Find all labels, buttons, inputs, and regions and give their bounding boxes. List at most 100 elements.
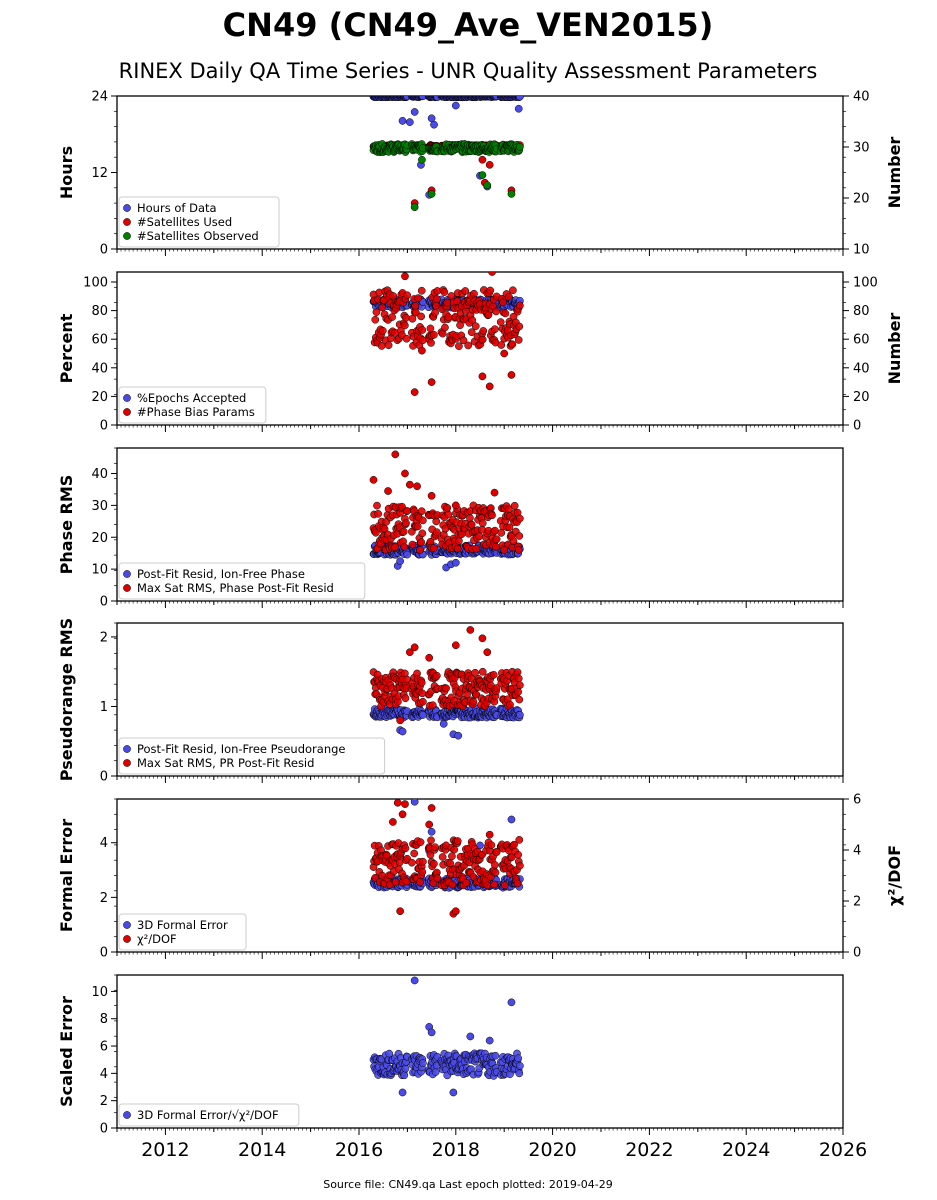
legend-marker [123, 935, 131, 943]
data-point [491, 868, 500, 877]
data-points [369, 976, 524, 1097]
y-axis-label: Phase RMS [57, 475, 76, 575]
data-point [413, 482, 421, 491]
legend-box [118, 913, 247, 951]
panel-3: 0 10 20 30 40 Phase RMS Post-Fit Resid, Ion-Fr… [57, 447, 844, 610]
data-point [447, 292, 456, 300]
y2-axis-label: χ²/DOF [885, 845, 904, 906]
data-point [501, 309, 510, 318]
data-point [515, 695, 524, 704]
data-point [478, 155, 487, 164]
data-point [472, 544, 481, 553]
data-point [515, 835, 524, 844]
y2-axis-label: Number [885, 137, 904, 209]
data-point [463, 690, 471, 699]
data-point [418, 689, 427, 698]
data-point [514, 546, 523, 554]
data-point [491, 861, 499, 869]
data-point [371, 315, 380, 324]
legend-box [118, 1103, 300, 1127]
data-point [438, 853, 447, 861]
data-point [430, 331, 438, 339]
y-axis-label: Hours [57, 146, 76, 199]
data-point [451, 558, 460, 567]
data-point [418, 868, 427, 876]
y-tick-label: 8 [100, 1012, 108, 1027]
data-point [471, 668, 480, 677]
data-point [486, 286, 495, 295]
data-point [419, 516, 427, 525]
data-point [492, 684, 501, 692]
legend-label: #Phase Bias Params [137, 405, 255, 419]
y2-tick-label: 10 [853, 243, 870, 258]
data-point [488, 272, 496, 276]
y2-tick-label: 100 [853, 276, 878, 291]
data-point [507, 190, 516, 198]
y2-tick-label: 2 [853, 895, 861, 910]
data-point [514, 688, 522, 696]
x-tick-label: 2012 [141, 1139, 189, 1161]
data-point [515, 532, 524, 540]
data-point [516, 143, 524, 151]
data-points [369, 272, 524, 396]
data-point [483, 648, 492, 657]
data-point [439, 719, 448, 728]
figure-subtitle: RINEX Daily QA Time Series - UNR Quality… [119, 59, 818, 83]
data-point [427, 1028, 436, 1037]
y-tick-label: 10 [91, 563, 108, 578]
data-point [393, 799, 402, 807]
data-point [418, 529, 427, 538]
data-point [401, 469, 409, 478]
data-point [483, 881, 492, 890]
data-point [410, 849, 419, 858]
legend: Hours of Data#Satellites Used#Satellites… [118, 196, 280, 248]
data-point [500, 349, 509, 358]
legend: %Epochs Accepted#Phase Bias Params [118, 386, 267, 424]
data-point [470, 289, 478, 298]
legend-box [118, 196, 280, 248]
data-point [399, 527, 408, 536]
data-point [403, 507, 412, 515]
data-point [391, 878, 400, 886]
y-tick-label: 100 [83, 276, 108, 291]
legend-label: #Satellites Used [137, 215, 232, 229]
data-point [455, 537, 463, 545]
data-point [516, 514, 524, 523]
y-tick-label: 2 [100, 891, 108, 906]
data-point [514, 850, 522, 859]
data-point [478, 634, 487, 643]
data-point [444, 313, 453, 321]
data-point [410, 388, 419, 396]
x-tick-label: 2024 [722, 1139, 770, 1161]
series-max-sat-rms-pr-post-fit-resid [369, 626, 524, 725]
y-tick-label: 0 [100, 1122, 108, 1137]
data-point [417, 312, 425, 321]
data-point [492, 307, 500, 316]
data-point [403, 550, 412, 559]
data-point [453, 544, 462, 553]
data-point [516, 1061, 524, 1070]
data-point [509, 286, 517, 295]
data-point [487, 841, 496, 849]
legend-marker [123, 1111, 131, 1119]
legend-label: 3D Formal Error/√χ²/DOF [137, 1108, 279, 1122]
data-point [507, 815, 516, 824]
data-point [432, 295, 441, 303]
data-point [417, 678, 426, 687]
series--phase-bias-params [369, 272, 524, 396]
series-post-fit-resid-ion-free-pseudorange [369, 704, 524, 740]
data-point [428, 701, 437, 710]
legend-marker [123, 204, 131, 212]
data-point [374, 509, 383, 518]
legend-label: χ²/DOF [137, 932, 177, 946]
data-point [380, 525, 389, 533]
data-point [405, 480, 414, 489]
data-point [396, 557, 404, 566]
data-point [391, 450, 400, 459]
data-point [453, 837, 462, 845]
data-point [432, 528, 441, 537]
data-point [398, 117, 407, 125]
y-axis-label: Scaled Error [57, 996, 76, 1107]
legend-box [118, 562, 366, 600]
